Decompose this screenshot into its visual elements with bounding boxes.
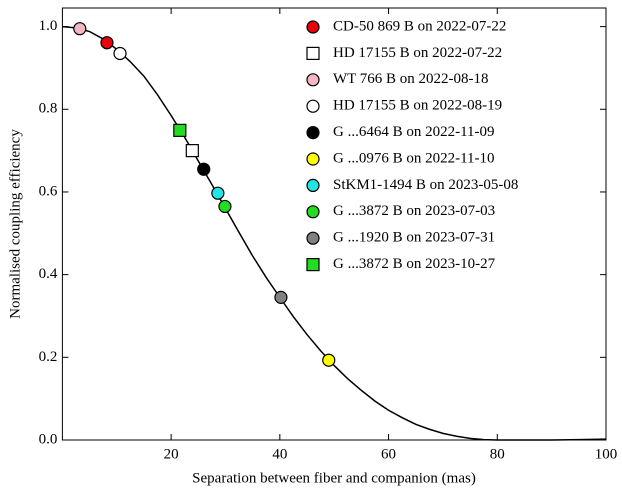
y-tick-label: 1.0 bbox=[39, 18, 58, 34]
y-tick-label: 0.0 bbox=[39, 431, 58, 447]
legend-marker bbox=[306, 178, 320, 192]
legend-label: G ...0976 B on 2022-11-10 bbox=[333, 150, 495, 166]
x-tick-label: 40 bbox=[272, 446, 287, 462]
legend-marker bbox=[306, 205, 320, 219]
legend-label: G ...1920 B on 2023-07-31 bbox=[333, 230, 495, 246]
x-tick-label: 80 bbox=[490, 446, 505, 462]
y-axis-label: Normalised coupling efficiency bbox=[7, 129, 23, 319]
x-tick-label: 60 bbox=[381, 446, 396, 462]
circle-marker bbox=[218, 199, 232, 214]
legend-marker bbox=[306, 258, 320, 272]
legend-label: WT 766 B on 2022-08-18 bbox=[333, 71, 489, 87]
legend-label: HD 17155 B on 2022-08-19 bbox=[333, 98, 502, 114]
circle-marker bbox=[73, 22, 87, 36]
legend-marker bbox=[306, 73, 320, 87]
legend-label: CD-50 869 B on 2022-07-22 bbox=[333, 18, 506, 34]
legend-label: G ...6464 B on 2022-11-09 bbox=[333, 124, 495, 140]
circle-marker bbox=[197, 162, 211, 176]
legend-marker bbox=[306, 99, 320, 113]
x-tick-label: 100 bbox=[595, 446, 618, 462]
circle-marker bbox=[113, 46, 127, 61]
legend-marker bbox=[306, 20, 320, 34]
x-tick-label: 20 bbox=[164, 446, 179, 462]
x-axis-label: Separation between fiber and companion (… bbox=[192, 470, 476, 486]
circle-marker bbox=[100, 36, 114, 50]
legend-label: G ...3872 B on 2023-10-27 bbox=[333, 256, 496, 272]
circle-marker bbox=[274, 290, 288, 304]
square-marker bbox=[185, 144, 199, 158]
legend-marker bbox=[306, 126, 320, 140]
model-curve bbox=[62, 25, 607, 441]
plot-frame bbox=[61, 7, 607, 441]
legend-marker bbox=[306, 46, 320, 61]
y-tick-label: 0.4 bbox=[39, 266, 58, 282]
square-marker bbox=[173, 123, 187, 137]
legend-marker bbox=[306, 152, 320, 166]
y-tick-label: 0.2 bbox=[39, 349, 58, 365]
legend-label: StKM1-1494 B on 2023-05-08 bbox=[333, 177, 518, 193]
y-tick-label: 0.8 bbox=[39, 101, 58, 117]
circle-marker bbox=[322, 353, 336, 367]
circle-marker bbox=[211, 186, 225, 200]
legend-label: G ...3872 B on 2023-07-03 bbox=[333, 203, 495, 219]
legend-marker bbox=[306, 231, 320, 245]
legend-label: HD 17155 B on 2022-07-22 bbox=[333, 45, 502, 61]
y-tick-label: 0.6 bbox=[39, 183, 58, 199]
